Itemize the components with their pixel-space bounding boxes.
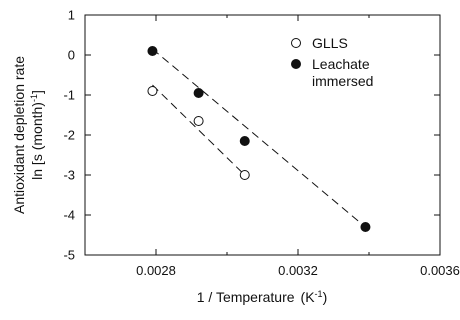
- glls-point: [147, 86, 158, 96]
- fit-lines: [152, 48, 366, 228]
- y-axis-title-line1: Antioxidant depletion rate: [11, 56, 27, 214]
- y-tick-label: 1: [68, 8, 75, 23]
- y-axis-ticks: 1 0 -1 -2 -3 -4 -5: [63, 8, 440, 263]
- glls-fit-line: [152, 84, 246, 176]
- x-tick-label: 0.0036: [420, 263, 460, 278]
- x-tick-label: 0.0032: [278, 263, 318, 278]
- leachate-point: [147, 46, 158, 56]
- glls-point: [239, 170, 250, 180]
- y-tick-label: -3: [63, 168, 75, 183]
- leachate-point: [360, 222, 371, 232]
- legend-glls-marker: [291, 38, 301, 48]
- legend-leachate-label-line2: immersed: [312, 73, 373, 89]
- plot-frame: [84, 14, 441, 256]
- legend-leachate-marker: [291, 59, 301, 69]
- leachate-point: [239, 136, 250, 146]
- data-points: [147, 46, 371, 232]
- y-axis-title-line2: ln [s (month)-1]: [29, 90, 45, 180]
- leachate-fit-line: [152, 48, 366, 228]
- y-tick-label: -2: [63, 128, 75, 143]
- x-tick-label: 0.0028: [136, 263, 176, 278]
- y-axis-title: Antioxidant depletion rate ln [s (month)…: [11, 56, 45, 214]
- y-tick-label: -5: [63, 248, 75, 263]
- glls-point: [193, 116, 204, 126]
- legend: GLLS Leachate immersed: [291, 35, 373, 89]
- x-axis-ticks: 0.0028 0.0032 0.0036: [136, 15, 460, 278]
- legend-leachate-label-line1: Leachate: [312, 56, 370, 72]
- legend-glls-label: GLLS: [312, 35, 348, 51]
- x-axis-title: 1 / Temperature (K-1): [197, 289, 327, 305]
- y-tick-label: -4: [63, 208, 75, 223]
- leachate-point: [193, 88, 204, 98]
- y-tick-label: 0: [68, 48, 75, 63]
- y-tick-label: -1: [63, 88, 75, 103]
